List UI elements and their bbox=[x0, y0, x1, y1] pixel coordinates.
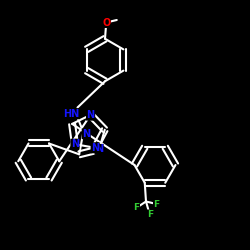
Text: F: F bbox=[147, 210, 153, 219]
Text: N: N bbox=[86, 110, 94, 120]
Text: F: F bbox=[154, 200, 160, 208]
Text: N: N bbox=[91, 143, 99, 153]
Text: N: N bbox=[86, 110, 94, 120]
Text: N: N bbox=[82, 129, 90, 139]
Text: O: O bbox=[102, 18, 110, 28]
Text: N: N bbox=[95, 144, 103, 154]
Text: F: F bbox=[134, 203, 140, 212]
Text: N: N bbox=[71, 139, 79, 149]
Text: HN: HN bbox=[63, 109, 80, 119]
